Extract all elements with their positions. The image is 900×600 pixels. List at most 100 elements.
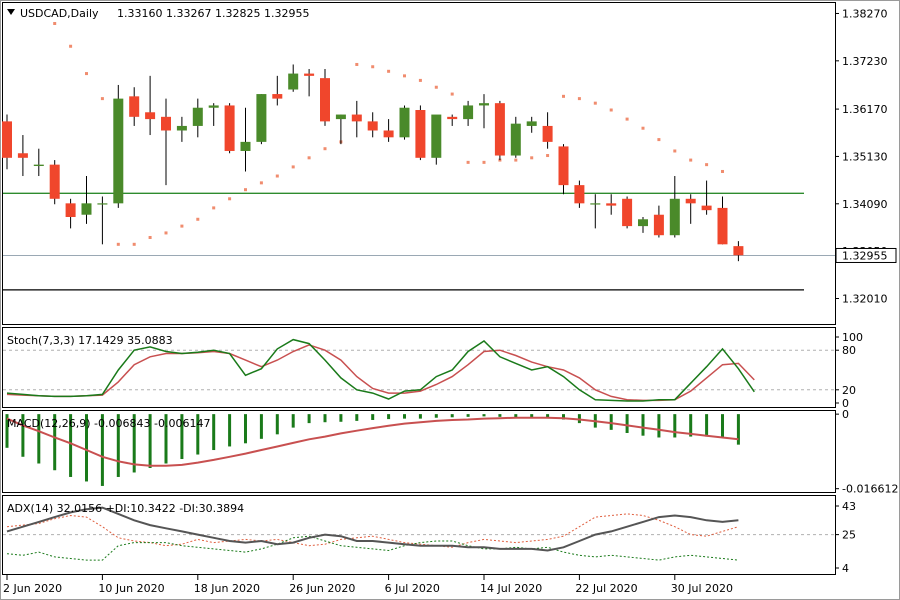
macd-bar (721, 414, 724, 438)
sar-dot (132, 242, 136, 246)
macd-panel[interactable]: 0 -0.016612 MACD(12,26,9) -0.006843 -0.00… (2, 408, 899, 496)
candle-body (415, 110, 426, 158)
macd-bar (514, 414, 518, 418)
macd-bar (546, 414, 550, 418)
symbol-dropdown-icon[interactable] (7, 9, 15, 15)
candle-body (320, 78, 330, 122)
axis-tick-label: 1.38270 (842, 7, 888, 20)
candle-body (256, 94, 267, 142)
candle-body (208, 105, 219, 108)
sar-dot (562, 94, 565, 98)
candle-body (2, 121, 12, 158)
ohlc-readout: 1.33160 1.33267 1.32825 1.32955 (117, 7, 309, 20)
candle-body (510, 123, 521, 156)
macd-bar (21, 414, 25, 457)
candle-body (17, 153, 28, 158)
macd-bar (85, 414, 88, 482)
axis-tick-label: 1.32010 (842, 293, 888, 306)
candle-body (590, 203, 601, 205)
macd-bar (180, 414, 184, 460)
macd-bar (53, 414, 57, 471)
macd-bar (69, 414, 73, 477)
sar-dot (275, 174, 279, 178)
macd-bar (307, 414, 311, 424)
time-axis: 2 Jun 2020 10 Jun 2020 18 Jun 2020 26 Jun 2… (3, 575, 733, 595)
macd-bar (5, 414, 9, 448)
sar-dot (212, 206, 216, 210)
sar-dot (371, 65, 375, 69)
sar-dot (657, 138, 661, 142)
candle-body (192, 107, 203, 126)
time-tick-label: 22 Jul 2020 (575, 582, 637, 595)
macd-bar (116, 414, 120, 477)
macd-signal-line (6, 416, 739, 467)
macd-bar (403, 414, 406, 419)
last-price-marker (835, 247, 897, 263)
sar-dot (625, 117, 629, 121)
sar-dot (641, 126, 645, 130)
candle-body (701, 205, 712, 211)
macd-bar (228, 414, 232, 447)
macd-bar (212, 414, 216, 451)
sar-dot (116, 242, 120, 246)
macd-bar (100, 414, 104, 486)
candle-body (606, 203, 617, 206)
macd-bar (450, 414, 454, 418)
macd-bar (609, 414, 613, 430)
macd-bar (196, 414, 200, 455)
macd-signal-polyline (6, 416, 739, 467)
candle-body (49, 164, 60, 199)
candle-body (669, 198, 680, 236)
axis-tick-label: 1.35130 (842, 150, 888, 163)
sar-dot (196, 217, 200, 221)
macd-bar (736, 414, 740, 445)
axis-tick-label: 1.36170 (842, 103, 888, 116)
sar-dot (180, 224, 184, 228)
adx-axis: 43 25 4 (835, 500, 856, 575)
sar-dot (228, 197, 232, 201)
candle-body (33, 164, 44, 167)
macd-bar (148, 414, 152, 468)
adx-panel[interactable]: 43 25 4 ADX(14) 32.0156 +DI:10.3422 -DI:30… (2, 495, 857, 576)
macd-bar (673, 414, 677, 438)
macd-bar (705, 414, 709, 437)
price-axis: 1.382701.372301.361701.351301.340901.330… (835, 7, 888, 306)
horizontal-lines[interactable] (3, 192, 835, 291)
macd-bar (244, 414, 247, 444)
time-tick-label: 2 Jun 2020 (3, 582, 62, 595)
candle-body (383, 130, 394, 138)
sar-dot (85, 72, 88, 76)
candle-body (113, 98, 124, 204)
sar-dot (593, 101, 597, 105)
macd-bar (482, 414, 486, 417)
candle-body (335, 114, 346, 120)
symbol-timeframe[interactable]: USDCAD,Daily (20, 7, 99, 20)
candle-body (176, 125, 187, 131)
time-tick-label: 18 Jun 2020 (194, 582, 260, 595)
sar-dot (721, 169, 724, 173)
axis-tick-label: 0 (842, 397, 849, 410)
candlesticks (2, 64, 744, 262)
candle-body (304, 73, 315, 76)
macd-panel-border (2, 410, 836, 493)
macd-bar (355, 414, 359, 421)
sar-dot (530, 156, 534, 160)
sar-dot (577, 97, 581, 101)
candle-body (81, 203, 92, 215)
macd-bar (466, 414, 470, 417)
candle-body (367, 121, 378, 131)
axis-tick-label: 80 (842, 344, 856, 357)
price-panel[interactable]: 1.382701.372301.361701.351301.340901.330… (2, 2, 897, 325)
sar-dot (355, 62, 359, 66)
time-tick-label: 30 Jul 2020 (671, 582, 733, 595)
macd-bar (37, 414, 41, 464)
sar-dot (434, 85, 438, 89)
sar-dot (546, 154, 550, 158)
sar-dot (466, 160, 470, 164)
plus-di-line (6, 535, 739, 561)
macd-bar (371, 414, 375, 420)
candle-body (288, 73, 299, 90)
candle-body (272, 94, 283, 99)
